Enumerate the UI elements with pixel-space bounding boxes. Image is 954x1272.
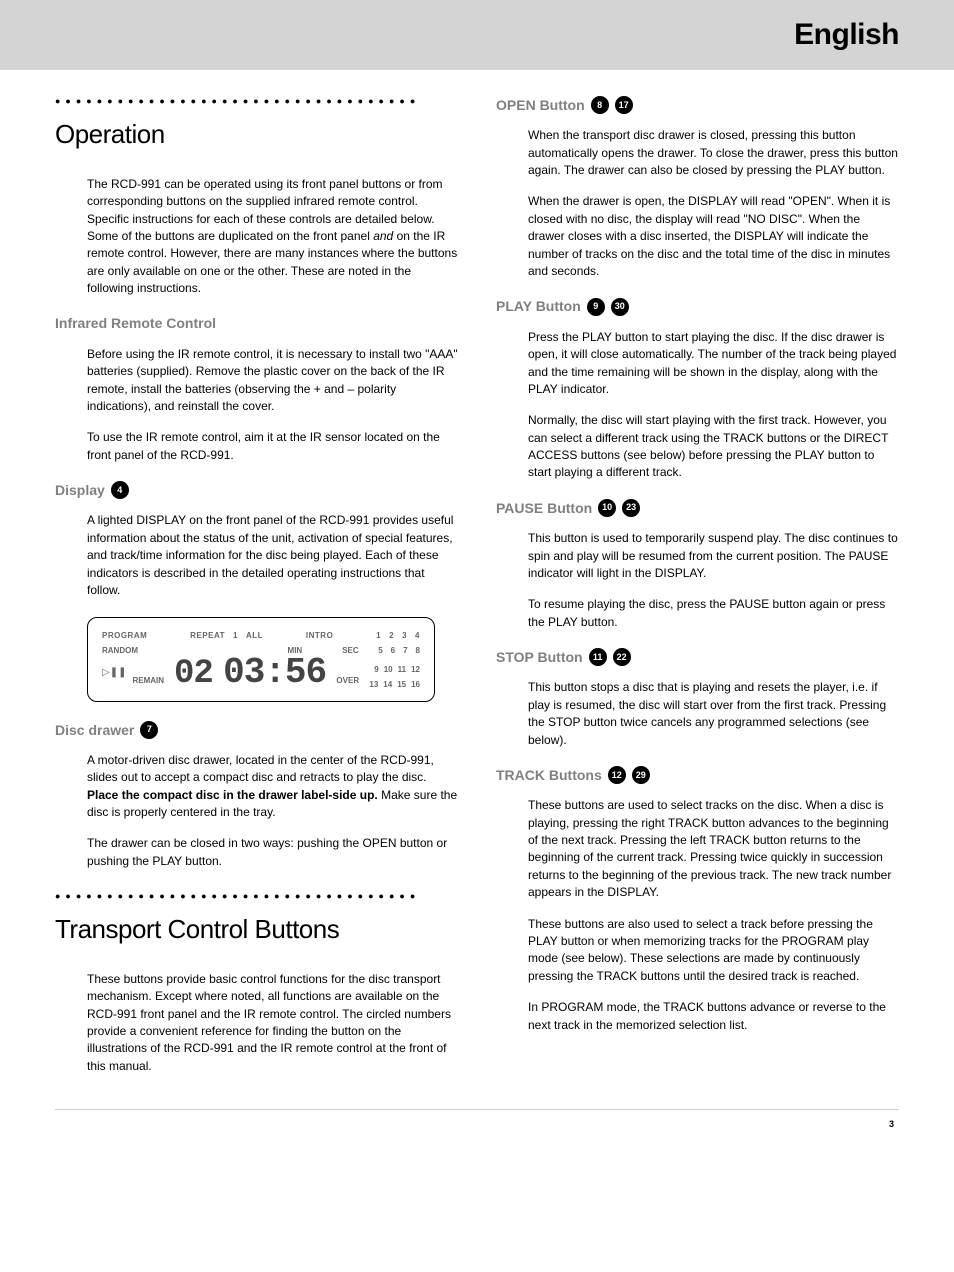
ref-badge-12: 12 [608, 766, 626, 784]
ref-badge-7: 7 [140, 721, 158, 739]
subhead-track: TRACK Buttons 12 29 [496, 765, 899, 785]
ref-badge-8: 8 [591, 96, 609, 114]
display-illustration: PROGRAM REPEAT 1 ALL INTRO 1 2 3 4 RANDO… [87, 617, 435, 701]
footer-line [55, 1109, 899, 1110]
pause-p2: To resume playing the disc, press the PA… [496, 596, 899, 631]
subhead-stop: STOP Button 11 22 [496, 647, 899, 667]
section-title-transport: Transport Control Buttons [55, 911, 458, 949]
subhead-disc-drawer: Disc drawer 7 [55, 720, 458, 740]
subhead-display: Display 4 [55, 480, 458, 500]
subhead-pause: PAUSE Button 10 23 [496, 498, 899, 518]
left-column: ●●●●●●●●●●●●●●●●●●●●●●●●●●●●●●●●●●● Oper… [55, 95, 458, 1089]
ir-p1: Before using the IR remote control, it i… [55, 346, 458, 416]
ref-badge-17: 17 [615, 96, 633, 114]
ref-badge-29: 29 [632, 766, 650, 784]
ref-badge-30: 30 [611, 298, 629, 316]
ref-badge-9: 9 [587, 298, 605, 316]
subhead-play: PLAY Button 9 30 [496, 296, 899, 316]
ref-badge-10: 10 [598, 499, 616, 517]
ref-badge-23: 23 [622, 499, 640, 517]
ref-badge-22: 22 [613, 648, 631, 666]
play-p1: Press the PLAY button to start playing t… [496, 329, 899, 399]
play-p2: Normally, the disc will start playing wi… [496, 412, 899, 482]
section-title-operation: Operation [55, 116, 458, 154]
header-language: English [794, 13, 899, 57]
track-p3: In PROGRAM mode, the TRACK buttons advan… [496, 999, 899, 1034]
open-p1: When the transport disc drawer is closed… [496, 127, 899, 179]
drawer-p1: A motor-driven disc drawer, located in t… [55, 752, 458, 822]
page-number: 3 [0, 1118, 954, 1131]
page-body: ●●●●●●●●●●●●●●●●●●●●●●●●●●●●●●●●●●● Oper… [0, 70, 954, 1109]
operation-intro: The RCD-991 can be operated using its fr… [55, 176, 458, 298]
time-display: 03:56 [223, 655, 326, 691]
ir-p2: To use the IR remote control, aim it at … [55, 429, 458, 464]
ref-badge-11: 11 [589, 648, 607, 666]
header-bar: English [0, 0, 954, 70]
track-number: 02 [174, 657, 213, 691]
pause-p1: This button is used to temporarily suspe… [496, 530, 899, 582]
stop-p1: This button stops a disc that is playing… [496, 679, 899, 749]
right-column: OPEN Button 8 17 When the transport disc… [496, 95, 899, 1089]
play-pause-icon: ▷❚❚ [102, 666, 126, 681]
subhead-open: OPEN Button 8 17 [496, 95, 899, 115]
section-divider: ●●●●●●●●●●●●●●●●●●●●●●●●●●●●●●●●●●● [55, 95, 458, 108]
subhead-ir-remote: Infrared Remote Control [55, 313, 458, 333]
section-divider: ●●●●●●●●●●●●●●●●●●●●●●●●●●●●●●●●●●● [55, 890, 458, 903]
display-p1: A lighted DISPLAY on the front panel of … [55, 512, 458, 599]
ref-badge-4: 4 [111, 481, 129, 499]
track-p2: These buttons are also used to select a … [496, 916, 899, 986]
transport-intro: These buttons provide basic control func… [55, 971, 458, 1075]
drawer-p2: The drawer can be closed in two ways: pu… [55, 835, 458, 870]
track-p1: These buttons are used to select tracks … [496, 797, 899, 901]
open-p2: When the drawer is open, the DISPLAY wil… [496, 193, 899, 280]
